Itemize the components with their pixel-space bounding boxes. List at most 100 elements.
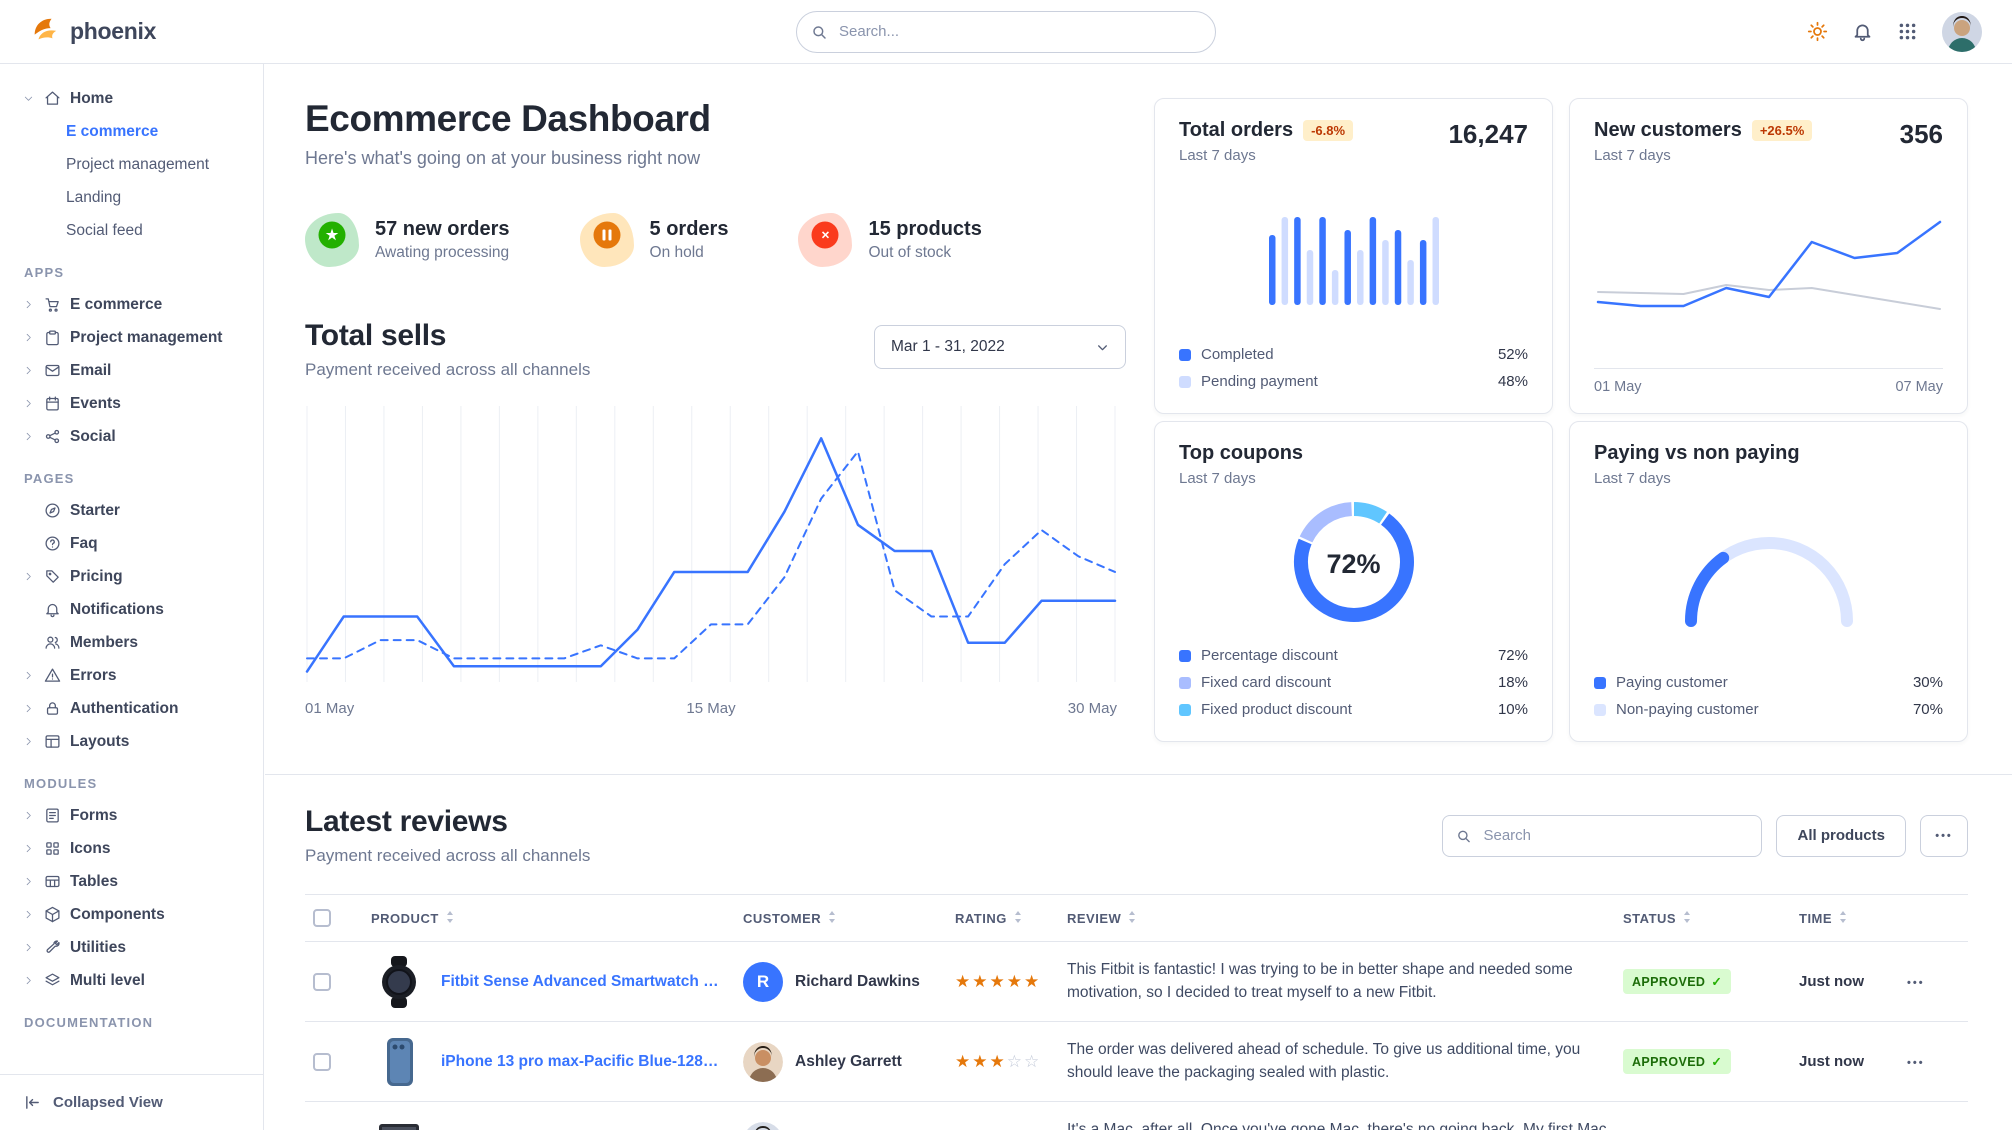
column-header-customer[interactable]: CUSTOMER (735, 894, 947, 942)
x-tick: 15 May (686, 700, 736, 717)
stat-value: 57 new orders (375, 218, 510, 240)
legend-label: Pending payment (1201, 373, 1318, 390)
legend-label: Percentage discount (1201, 647, 1338, 664)
sidebar-item-notifications[interactable]: Notifications (22, 593, 245, 626)
topnav-actions (1807, 11, 1982, 52)
row-checkbox[interactable] (313, 972, 331, 991)
chevron-right-icon (22, 909, 35, 920)
sidebar-item-e-commerce[interactable]: E commerce (22, 288, 245, 321)
product-link[interactable]: Fitbit Sense Advanced Smartwatch with To… (441, 972, 727, 990)
page-subtitle: Here's what's going on at your business … (305, 148, 701, 168)
sidebar-item-home[interactable]: Home (22, 82, 245, 115)
row-actions-button[interactable]: ••• (1907, 1057, 1925, 1069)
paying-legend: Paying customer 30% Non-paying customer 70% (1594, 669, 1943, 723)
total-sells-chart (305, 406, 1117, 682)
date-range-select[interactable]: Mar 1 - 31, 2022 (874, 325, 1126, 369)
sidebar-item-email[interactable]: Email (22, 354, 245, 387)
sidebar-item-label: Events (70, 394, 121, 412)
sidebar-subitem-project-management[interactable]: Project management (66, 155, 210, 173)
sidebar-item-components[interactable]: Components (22, 898, 245, 931)
chevron-right-icon (22, 332, 35, 343)
column-header-rating[interactable]: RATING (947, 894, 1059, 942)
sidebar-subitem-social-feed[interactable]: Social feed (66, 221, 143, 239)
date-range-value: Mar 1 - 31, 2022 (891, 338, 1005, 355)
chevron-right-icon (22, 365, 35, 376)
chevron-right-icon (22, 431, 35, 442)
row-checkbox[interactable] (313, 1052, 331, 1071)
sidebar-item-authentication[interactable]: Authentication (22, 692, 245, 725)
sidebar-item-label: Icons (70, 839, 111, 857)
notifications-button[interactable] (1852, 21, 1873, 42)
column-header-time[interactable]: TIME (1791, 894, 1899, 942)
all-products-button[interactable]: All products (1776, 814, 1906, 857)
sidebar-item-faq[interactable]: Faq (22, 527, 245, 560)
sidebar-item-icons[interactable]: Icons (22, 832, 245, 865)
sidebar-item-label: Components (70, 905, 165, 923)
sidebar-item-layouts[interactable]: Layouts (22, 725, 245, 758)
users-icon (44, 634, 61, 651)
legend-value: 72% (1497, 647, 1528, 664)
sidebar-item-utilities[interactable]: Utilities (22, 931, 245, 964)
legend-swatch (1179, 676, 1191, 689)
legend-item-fixed-card-discount: Fixed card discount 18% (1179, 669, 1528, 696)
legend-swatch (1179, 375, 1191, 388)
review-row: Fitbit Sense Advanced Smartwatch with To… (305, 941, 1968, 1022)
sidebar-item-project-management[interactable]: Project management (22, 321, 245, 354)
new-customers-value: 356 (1899, 119, 1943, 149)
card-title: New customers (1594, 119, 1742, 141)
sidebar-item-errors[interactable]: Errors (22, 659, 245, 692)
product-image (371, 954, 427, 1010)
cross-icon: × (798, 213, 853, 267)
top-coupons-card: Top coupons Last 7 days 72% Percentage d… (1154, 421, 1553, 742)
reviews-more-button[interactable]: ••• (1920, 814, 1968, 857)
brand[interactable]: phoenix (30, 14, 156, 49)
sidebar-item-social[interactable]: Social (22, 420, 245, 453)
review-row: iPhone 13 pro max-Pacific Blue-128GB sto… (305, 1021, 1968, 1102)
sidebar-item-starter[interactable]: Starter (22, 494, 245, 527)
apps-menu-button[interactable] (1897, 21, 1918, 42)
legend-item-non-paying-customer: Non-paying customer 70% (1594, 696, 1943, 723)
chevron-right-icon (22, 299, 35, 310)
share-icon (44, 428, 61, 445)
legend-label: Completed (1201, 346, 1274, 363)
customer-name: Richard Dawkins (795, 972, 920, 990)
collapse-sidebar-button[interactable]: Collapsed View (0, 1074, 264, 1130)
reviews-search (1442, 814, 1763, 857)
reviews-search-input[interactable] (1442, 814, 1763, 857)
product-link[interactable]: iPhone 13 pro max-Pacific Blue-128GB sto… (441, 1052, 727, 1070)
dashboard-top: Ecommerce Dashboard Here's what's going … (265, 64, 2012, 742)
sidebar-item-tables[interactable]: Tables (22, 865, 245, 898)
theme-toggle-button[interactable] (1807, 21, 1828, 42)
row-actions-button[interactable]: ••• (1907, 977, 1925, 989)
phoenix-logo-icon (30, 14, 60, 49)
column-header-product[interactable]: PRODUCT (363, 894, 735, 942)
chevron-down-icon (1098, 344, 1107, 350)
star-filled-icon: ★ (972, 971, 990, 991)
compass-icon (44, 502, 61, 519)
sidebar-item-pricing[interactable]: Pricing (22, 560, 245, 593)
sidebar-subitem-e-commerce[interactable]: E commerce (66, 122, 159, 140)
sidebar-item-label: Faq (70, 534, 98, 552)
legend-label: Paying customer (1616, 674, 1728, 691)
star-empty-icon: ☆ (1024, 1051, 1042, 1071)
sidebar-item-multi-level[interactable]: Multi level (22, 964, 245, 997)
star-filled-icon: ★ (1006, 971, 1024, 991)
select-all-checkbox[interactable] (313, 909, 331, 927)
clipboard-icon (44, 329, 61, 346)
star-empty-icon: ☆ (1006, 1051, 1024, 1071)
sidebar-item-label: Notifications (70, 600, 164, 618)
rating-stars: ★★★★★ (955, 972, 1041, 991)
column-header-actions (1899, 894, 1968, 942)
column-header-review[interactable]: REVIEW (1059, 894, 1615, 942)
profile-avatar[interactable] (1942, 11, 1982, 52)
column-header-status[interactable]: STATUS (1615, 894, 1791, 942)
check-icon: ✓ (1711, 975, 1723, 989)
sidebar-item-members[interactable]: Members (22, 626, 245, 659)
sidebar-item-events[interactable]: Events (22, 387, 245, 420)
sidebar-item-forms[interactable]: Forms (22, 799, 245, 832)
sidebar-subitem-landing[interactable]: Landing (66, 188, 122, 206)
lock-icon (44, 700, 61, 717)
search-input[interactable] (796, 10, 1216, 53)
legend-item-pending-payment: Pending payment 48% (1179, 368, 1528, 395)
stat-out-of-stock: × 15 products Out of stock (798, 213, 982, 267)
